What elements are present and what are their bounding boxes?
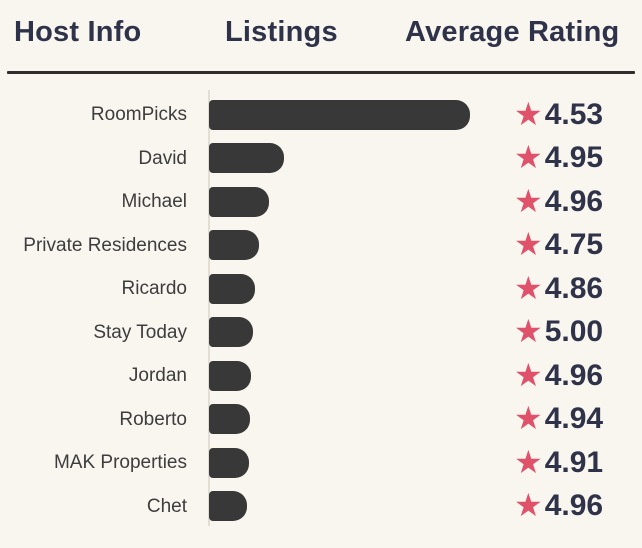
host-row: RoomPicks ★ 4.53 xyxy=(0,93,642,137)
rating-value: 4.53 xyxy=(544,97,604,131)
host-row: Stay Today ★ 5.00 xyxy=(0,311,642,355)
bar-cell xyxy=(209,404,250,435)
host-label: Michael xyxy=(121,191,187,213)
y-axis-line xyxy=(208,90,210,526)
rating-cell: ★ 4.95 xyxy=(514,138,604,177)
chart-area: RoomPicks ★ 4.53 David ★ 4.95 Michael ★ … xyxy=(0,90,642,529)
star-icon: ★ xyxy=(514,442,543,481)
host-row: Roberto ★ 4.94 xyxy=(0,398,642,442)
rating-value: 4.75 xyxy=(544,228,604,262)
star-icon: ★ xyxy=(514,138,543,177)
rating-value: 4.96 xyxy=(544,184,604,218)
header-divider xyxy=(7,71,635,74)
rating-cell: ★ 4.75 xyxy=(514,225,604,264)
rating-cell: ★ 4.96 xyxy=(514,355,604,394)
bar-cell xyxy=(209,273,255,304)
rating-value: 4.91 xyxy=(544,445,604,479)
host-row: MAK Properties ★ 4.91 xyxy=(0,441,642,485)
listings-bar xyxy=(209,317,253,348)
bar-cell xyxy=(209,360,251,391)
star-icon: ★ xyxy=(514,94,543,133)
bar-cell xyxy=(209,186,269,217)
rating-cell: ★ 5.00 xyxy=(514,312,604,351)
star-icon: ★ xyxy=(514,355,543,394)
listings-bar xyxy=(209,447,249,478)
host-row: Ricardo ★ 4.86 xyxy=(0,267,642,311)
star-icon: ★ xyxy=(514,225,543,264)
rating-value: 4.96 xyxy=(544,358,604,392)
listings-bar xyxy=(209,404,250,435)
host-label: Stay Today xyxy=(93,321,187,343)
bar-cell xyxy=(209,447,249,478)
bar-cell xyxy=(209,143,284,174)
rating-value: 5.00 xyxy=(544,315,604,349)
host-label: David xyxy=(138,147,187,169)
listings-bar xyxy=(209,99,470,130)
bar-cell xyxy=(209,317,253,348)
rating-value: 4.86 xyxy=(544,271,604,305)
rating-cell: ★ 4.91 xyxy=(514,442,604,481)
rating-value: 4.95 xyxy=(544,141,604,175)
host-label: Ricardo xyxy=(121,278,187,300)
rating-cell: ★ 4.94 xyxy=(514,399,604,438)
rating-value: 4.96 xyxy=(544,489,604,523)
rating-cell: ★ 4.86 xyxy=(514,268,604,307)
column-header-host-info: Host Info xyxy=(14,16,142,48)
column-header-average-rating: Average Rating xyxy=(405,16,620,48)
bar-cell xyxy=(209,99,470,130)
host-label: Jordan xyxy=(128,365,187,387)
host-label: RoomPicks xyxy=(90,104,187,126)
host-label: Chet xyxy=(146,495,187,517)
host-row: Chet ★ 4.96 xyxy=(0,485,642,529)
host-label: Private Residences xyxy=(23,234,187,256)
column-header-listings: Listings xyxy=(225,16,338,48)
rating-cell: ★ 4.96 xyxy=(514,181,604,220)
rating-cell: ★ 4.53 xyxy=(514,94,604,133)
host-row: Private Residences ★ 4.75 xyxy=(0,224,642,268)
chart-rows: RoomPicks ★ 4.53 David ★ 4.95 Michael ★ … xyxy=(0,93,642,528)
star-icon: ★ xyxy=(514,268,543,307)
host-row: David ★ 4.95 xyxy=(0,137,642,181)
listings-bar xyxy=(209,360,251,391)
bar-cell xyxy=(209,491,247,522)
host-label: Roberto xyxy=(119,408,187,430)
listings-bar xyxy=(209,273,255,304)
listings-bar xyxy=(209,491,247,522)
rating-value: 4.94 xyxy=(544,402,604,436)
star-icon: ★ xyxy=(514,399,543,438)
listings-bar xyxy=(209,186,269,217)
star-icon: ★ xyxy=(514,312,543,351)
star-icon: ★ xyxy=(514,486,543,525)
bar-cell xyxy=(209,230,259,261)
host-row: Michael ★ 4.96 xyxy=(0,180,642,224)
listings-bar xyxy=(209,230,259,261)
star-icon: ★ xyxy=(514,181,543,220)
host-row: Jordan ★ 4.96 xyxy=(0,354,642,398)
rating-cell: ★ 4.96 xyxy=(514,486,604,525)
host-label: MAK Properties xyxy=(53,452,187,474)
listings-bar xyxy=(209,143,284,174)
